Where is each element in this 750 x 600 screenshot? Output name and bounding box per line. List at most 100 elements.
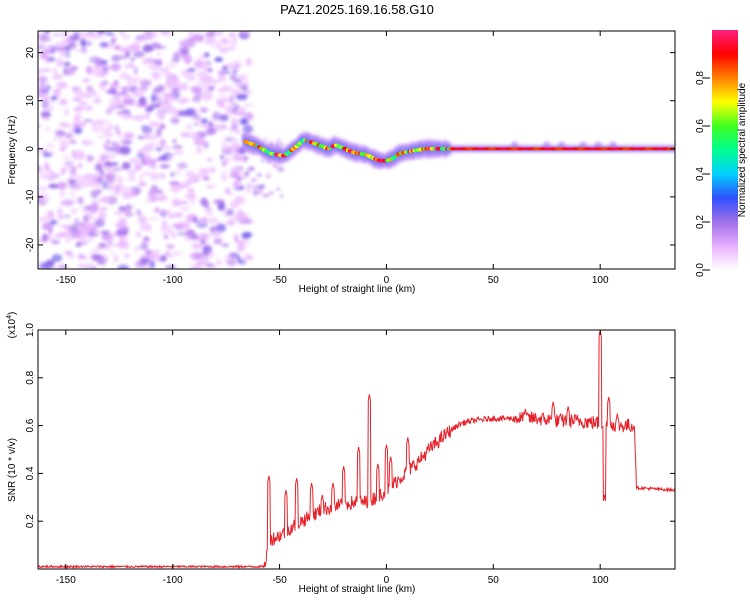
noise-blob	[187, 68, 196, 72]
noise-blob	[139, 175, 144, 181]
noise-blob	[200, 84, 211, 88]
noise-blob	[38, 68, 45, 74]
noise-blob	[163, 234, 169, 240]
noise-blob	[279, 194, 284, 198]
noise-blob	[137, 149, 148, 154]
noise-blob	[140, 222, 152, 232]
noise-blob	[150, 134, 158, 140]
noise-blob	[229, 40, 237, 48]
colorbar: 0.0 0.2 0.4 0.6 0.8 Normalized spectral ampl…	[695, 30, 748, 277]
noise-blob	[77, 196, 84, 205]
noise-blob	[98, 198, 108, 203]
noise-blob	[203, 60, 209, 69]
noise-blob	[137, 215, 148, 225]
noise-blob	[192, 216, 198, 223]
noise-blob	[235, 64, 242, 68]
snr-x-ticks: -150 -100 -50 0 50 100	[56, 330, 609, 586]
spectrogram-frame	[37, 30, 676, 270]
noise-blob	[217, 94, 228, 98]
noise-blob	[91, 200, 99, 209]
noise-blob	[242, 156, 250, 159]
noise-blob	[55, 130, 66, 137]
noise-blob	[142, 44, 153, 53]
colorbar-tick-label: 0.0	[695, 263, 706, 277]
noise-blob	[56, 58, 64, 67]
noise-blob	[208, 217, 219, 225]
noise-blob	[155, 127, 162, 137]
noise-blob	[58, 32, 70, 38]
noise-blob	[237, 74, 249, 80]
noise-blob	[132, 89, 142, 98]
noise-blob	[46, 36, 52, 42]
noise-blob	[105, 195, 118, 205]
noise-blob	[206, 157, 214, 162]
noise-blob	[167, 231, 175, 235]
noise-blob	[204, 167, 209, 175]
noise-blob	[215, 31, 222, 37]
noise-blob	[46, 84, 51, 91]
noise-blob	[83, 119, 93, 123]
noise-blob	[39, 34, 49, 43]
noise-blob	[187, 188, 194, 193]
noise-blob	[225, 187, 231, 195]
noise-blob	[121, 33, 131, 40]
noise-blob	[201, 92, 214, 97]
noise-blob	[88, 181, 94, 187]
noise-blob	[134, 114, 146, 122]
noise-blob	[40, 111, 51, 119]
snr-y-scale-prefix: (x10	[7, 318, 18, 338]
noise-blob	[92, 173, 99, 179]
noise-blob	[52, 67, 57, 74]
noise-blob	[216, 41, 221, 51]
noise-blob	[117, 225, 130, 231]
noise-blob	[116, 175, 124, 185]
colorbar-gradient	[712, 30, 738, 270]
noise-blob	[99, 118, 110, 125]
x-tick-label: 100	[592, 575, 609, 586]
noise-blob	[272, 163, 279, 168]
noise-blob	[212, 124, 224, 131]
noise-blob	[121, 86, 129, 92]
noise-blob	[193, 122, 200, 127]
noise-blob	[240, 240, 251, 245]
noise-blob	[235, 110, 246, 116]
noise-blob	[58, 264, 68, 269]
noise-blob	[105, 139, 111, 145]
noise-blob	[166, 63, 177, 68]
noise-blob	[44, 126, 51, 131]
noise-blob	[159, 123, 166, 130]
noise-blob	[85, 65, 93, 75]
noise-blob	[144, 143, 154, 153]
noise-blob	[154, 207, 160, 212]
noise-blob	[210, 79, 221, 83]
noise-blob	[128, 61, 134, 67]
noise-blob	[113, 254, 119, 263]
noise-blob	[177, 82, 189, 91]
noise-blob	[132, 77, 138, 85]
noise-blob	[130, 57, 136, 61]
noise-blob	[217, 202, 226, 211]
noise-blob	[105, 244, 111, 251]
noise-blob	[149, 103, 162, 109]
noise-blob	[80, 225, 86, 231]
noise-blob	[104, 31, 114, 36]
noise-blob	[139, 257, 150, 265]
noise-blob	[39, 201, 47, 206]
noise-blob	[211, 230, 222, 238]
noise-blob	[195, 92, 203, 99]
noise-blob	[110, 38, 116, 45]
noise-blob	[215, 259, 223, 265]
noise-blob	[242, 90, 253, 95]
noise-blob	[98, 206, 108, 212]
noise-blob	[56, 82, 68, 89]
noise-blob	[78, 100, 88, 107]
chart-title: PAZ1.2025.169.16.58.G10	[280, 2, 434, 17]
snr-y-scale-note: (x104)	[6, 312, 18, 339]
noise-blob	[65, 234, 72, 243]
noise-blob	[117, 55, 129, 60]
noise-blob	[171, 58, 180, 62]
noise-blob	[170, 117, 180, 125]
noise-blob	[216, 100, 225, 108]
noise-blob	[50, 95, 57, 101]
noise-blob	[224, 63, 230, 68]
